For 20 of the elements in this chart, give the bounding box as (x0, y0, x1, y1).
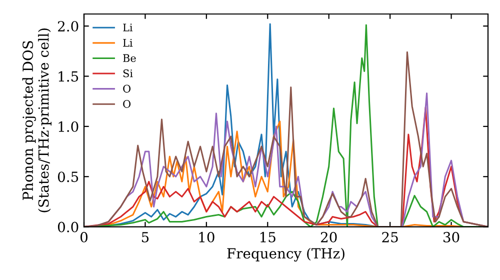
legend-label: O (123, 100, 130, 108)
legend-label: Li (123, 38, 133, 47)
y-tick-label: 2.0 (58, 21, 78, 32)
y-tick-label: 0.5 (58, 172, 78, 182)
x-tick-label: 20 (320, 232, 337, 242)
legend-label: Li (123, 24, 133, 32)
x-tick-label: 10 (199, 232, 214, 242)
legend-label: O (123, 84, 130, 93)
legend-label: Be (123, 54, 136, 62)
x-tick-label: 25 (382, 232, 398, 242)
x-tick-label: 0 (80, 232, 88, 242)
x-tick-label: 30 (443, 232, 460, 242)
legend-label: Si (123, 69, 133, 78)
y-axis-title: Phonon projected DOS (States/THz·primitive cell) (22, 28, 52, 212)
x-tick-label: 15 (260, 232, 276, 242)
y-tick-label: 0.0 (58, 222, 78, 232)
y-tick-label: 1.5 (58, 71, 78, 82)
x-tick-label: 5 (142, 232, 149, 242)
x-axis-title: Frequency (THz) (227, 248, 344, 262)
y-tick-label: 1.0 (58, 121, 78, 132)
